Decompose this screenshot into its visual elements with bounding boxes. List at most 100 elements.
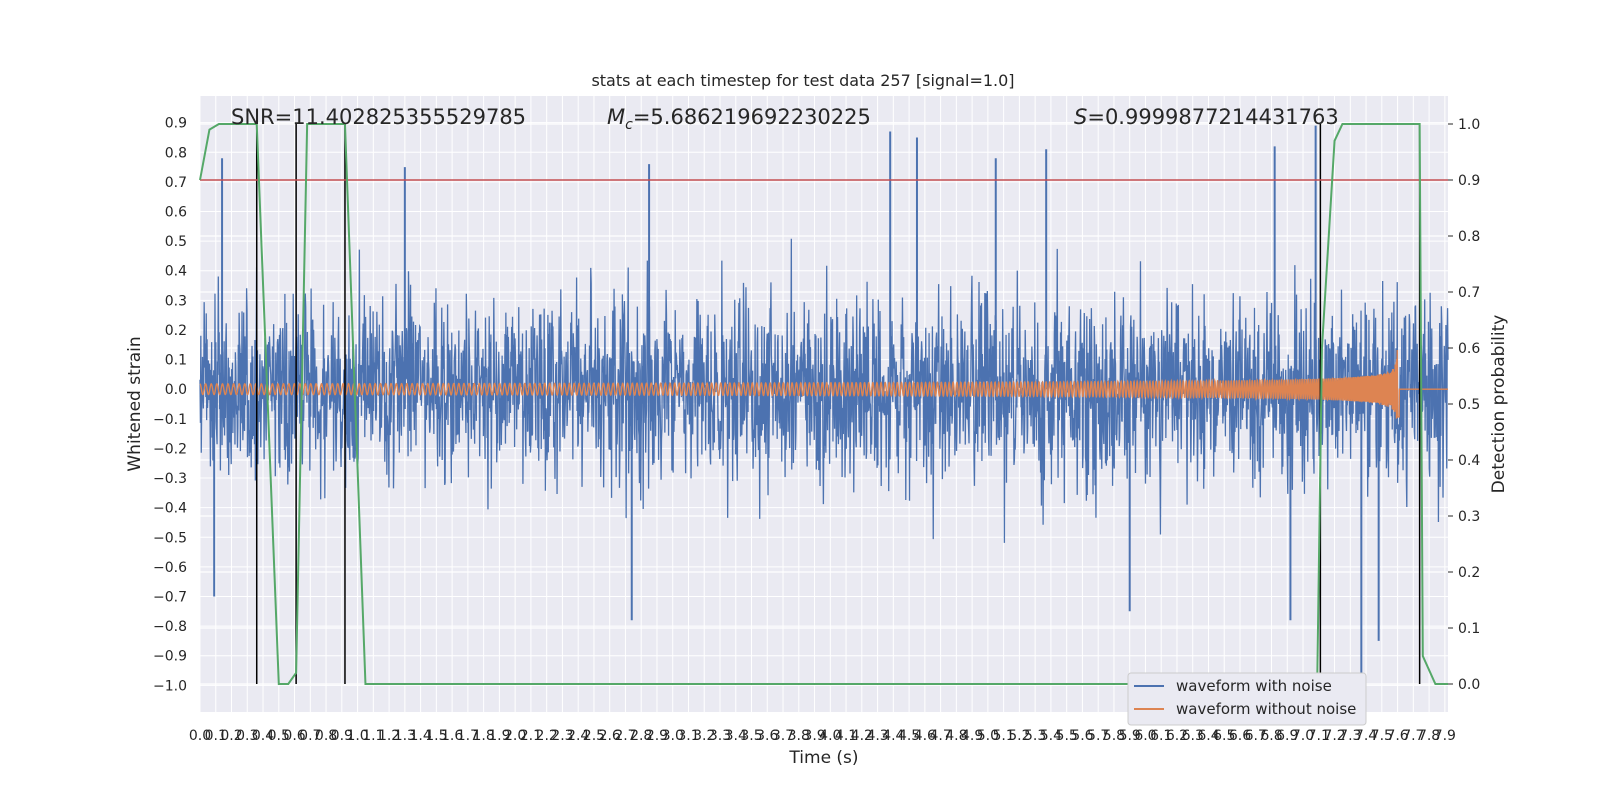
x-tick-label: 4.0: [819, 728, 841, 744]
x-tick-label: 6.3: [1182, 728, 1204, 744]
y-left-tick-label: −0.8: [153, 619, 187, 635]
series-detection-probability: [199, 123, 1448, 685]
y-left-tick-label: 0.3: [165, 293, 187, 309]
y-left-tick-label: 0.8: [165, 145, 187, 161]
series-waveform-with-noise: [199, 125, 1449, 686]
x-tick-label: 5.2: [1008, 728, 1030, 744]
y-left-tick-label: −0.5: [153, 530, 187, 546]
x-tick-label: 0.4: [252, 728, 274, 744]
y-right-axis-ticks: 1.0 0.9 0.8 0.7 0.6 0.5 0.4 0.3 0.2 0.1 0.0: [1448, 117, 1480, 693]
x-tick-label: 2.9: [646, 728, 668, 744]
x-tick-label: 1.3: [394, 728, 416, 744]
x-tick-label: 4.6: [914, 728, 936, 744]
x-tick-label: 3.9: [803, 728, 825, 744]
y-left-axis-label: Whitened strain: [125, 336, 145, 471]
y-right-tick-label: 0.9: [1458, 173, 1480, 189]
series-waveform-without-noise: [199, 349, 1448, 419]
y-right-tick-label: 0.1: [1458, 621, 1480, 637]
x-tick-label: 0.0: [189, 728, 211, 744]
y-left-tick-label: −1.0: [153, 678, 187, 694]
x-tick-label: 3.6: [756, 728, 778, 744]
x-tick-label: 1.8: [473, 728, 495, 744]
x-tick-label: 2.7: [614, 728, 636, 744]
y-left-tick-label: −0.3: [153, 471, 187, 487]
x-tick-label: 4.1: [835, 728, 857, 744]
x-tick-label: 6.7: [1245, 728, 1267, 744]
x-tick-label: 5.1: [993, 728, 1015, 744]
legend-box: [1127, 672, 1367, 726]
legend-label-noise: waveform with noise: [1176, 677, 1332, 695]
legend-label-clean: waveform without noise: [1176, 700, 1356, 718]
x-tick-label: 3.0: [662, 728, 684, 744]
x-tick-label: 1.1: [362, 728, 384, 744]
x-tick-label: 2.8: [630, 728, 652, 744]
x-tick-label: 2.5: [583, 728, 605, 744]
x-tick-label: 6.9: [1276, 728, 1298, 744]
x-axis-ticks: 0.00.10.20.30.40.50.60.70.80.91.01.11.21…: [189, 728, 1456, 744]
x-tick-label: 6.5: [1213, 728, 1235, 744]
x-tick-label: 1.7: [457, 728, 479, 744]
x-tick-label: 7.9: [1434, 728, 1456, 744]
x-tick-label: 7.0: [1292, 728, 1314, 744]
score-annotation: S=0.9999877214431763: [1074, 105, 1339, 129]
x-tick-label: 6.2: [1166, 728, 1188, 744]
y-right-tick-label: 0.3: [1458, 509, 1480, 525]
y-left-tick-label: 0.9: [165, 116, 187, 132]
y-right-axis-label: Detection probability: [1489, 315, 1509, 494]
x-tick-label: 0.6: [283, 728, 305, 744]
x-tick-label: 5.9: [1119, 728, 1141, 744]
y-left-tick-label: 0.4: [165, 264, 187, 280]
x-tick-label: 1.0: [346, 728, 368, 744]
x-tick-label: 5.7: [1087, 728, 1109, 744]
y-left-tick-label: −0.7: [153, 590, 187, 606]
y-left-tick-label: 0.7: [165, 175, 187, 191]
x-tick-label: 6.6: [1229, 728, 1251, 744]
x-tick-label: 1.4: [409, 728, 431, 744]
x-tick-label: 7.8: [1418, 728, 1440, 744]
x-tick-label: 0.9: [331, 728, 353, 744]
x-tick-label: 3.7: [772, 728, 794, 744]
x-tick-label: 1.2: [378, 728, 400, 744]
x-tick-label: 0.8: [315, 728, 337, 744]
x-tick-label: 6.0: [1134, 728, 1156, 744]
y-left-tick-label: −0.9: [153, 649, 187, 665]
y-left-tick-label: 0.2: [165, 323, 187, 339]
x-tick-label: 7.7: [1402, 728, 1424, 744]
y-left-tick-label: 0.5: [165, 234, 187, 250]
x-tick-label: 7.6: [1386, 728, 1408, 744]
y-left-axis-ticks: 0.9 0.8 0.7 0.6 0.5 0.4 0.3 0.2 0.1 0.0 −0.1 −0.2 −0…: [153, 116, 187, 695]
y-left-tick-label: −0.2: [153, 441, 187, 457]
y-right-tick-label: 0.5: [1458, 397, 1480, 413]
snr-annotation: SNR=11.402825355529785: [231, 105, 526, 129]
x-tick-label: 0.7: [299, 728, 321, 744]
x-tick-label: 6.1: [1150, 728, 1172, 744]
x-tick-label: 0.5: [268, 728, 290, 744]
x-tick-label: 2.6: [599, 728, 621, 744]
x-tick-label: 3.5: [740, 728, 762, 744]
x-tick-label: 4.4: [882, 728, 904, 744]
x-tick-label: 2.2: [536, 728, 558, 744]
y-left-tick-label: 0.6: [165, 205, 187, 221]
x-tick-label: 4.3: [866, 728, 888, 744]
legend: waveform with noise waveform without noi…: [1127, 672, 1367, 726]
noise-trace: [199, 238, 1449, 543]
x-tick-label: 5.3: [1024, 728, 1046, 744]
x-tick-label: 7.1: [1308, 728, 1330, 744]
x-tick-label: 5.8: [1103, 728, 1125, 744]
x-tick-label: 5.5: [1056, 728, 1078, 744]
y-right-tick-label: 0.4: [1458, 453, 1480, 469]
y-left-tick-label: −0.1: [153, 412, 187, 428]
x-tick-label: 3.2: [693, 728, 715, 744]
x-tick-label: 0.3: [236, 728, 258, 744]
x-tick-label: 5.4: [1040, 728, 1062, 744]
x-tick-label: 1.9: [488, 728, 510, 744]
x-tick-label: 0.2: [220, 728, 242, 744]
x-tick-label: 2.1: [520, 728, 542, 744]
x-tick-label: 0.1: [205, 728, 227, 744]
y-left-tick-label: 0.0: [165, 382, 187, 398]
x-tick-label: 7.5: [1371, 728, 1393, 744]
x-tick-label: 3.1: [677, 728, 699, 744]
x-tick-label: 2.4: [567, 728, 589, 744]
x-tick-label: 3.3: [709, 728, 731, 744]
